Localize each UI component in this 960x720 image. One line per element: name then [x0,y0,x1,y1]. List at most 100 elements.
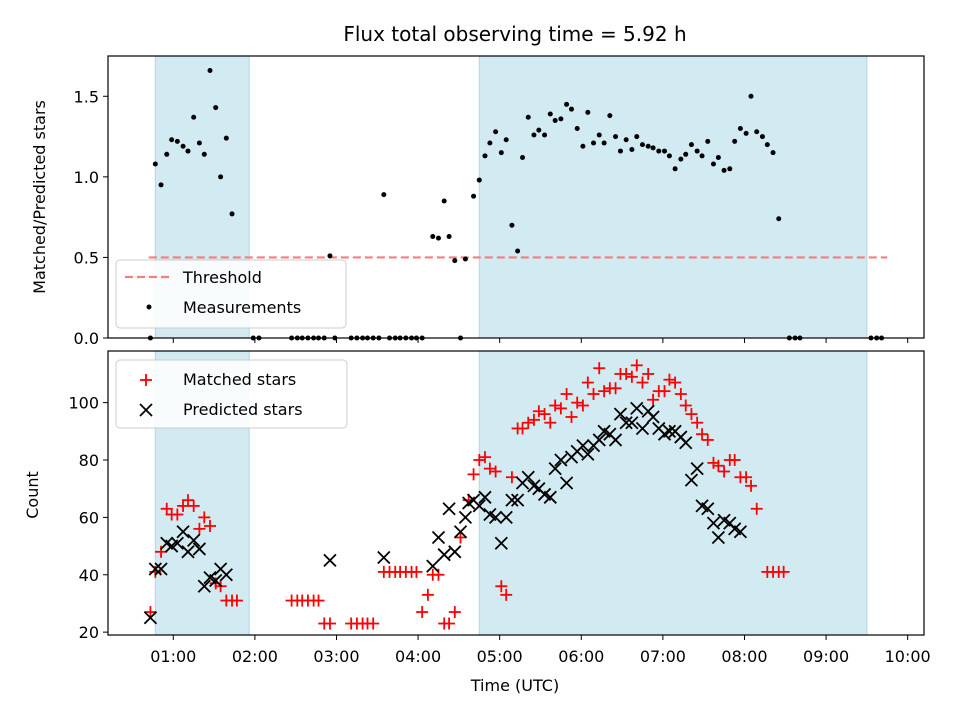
predicted-point-22 [453,525,468,539]
matched-point-64 [565,410,578,423]
measurement-point-68 [580,143,586,149]
predicted-point-35 [521,470,535,484]
measurement-point-79 [639,142,645,148]
predicted-point-18 [431,530,446,545]
predicted-point-52 [613,407,628,421]
measurement-point-93 [715,155,721,161]
measurement-point-59 [531,132,537,138]
measurement-point-69 [585,109,591,115]
matched-point-63 [560,388,573,401]
measurement-point-70 [591,140,597,146]
matched-point-7 [181,494,194,507]
matched-point-49 [483,462,496,475]
predicted-point-14 [219,568,233,582]
measurement-point-99 [748,93,754,99]
predicted-point-54 [625,416,639,430]
matched-point-98 [750,502,763,515]
predicted-point-19 [437,548,451,562]
measurement-point-96 [732,138,738,144]
measurement-point-57 [520,155,526,161]
measurement-point-49 [476,177,482,183]
predicted-point-0 [143,611,158,625]
count-panel: Count Time (UTC) 20 40 60 80 100 01:00 02:00 03… [23,350,931,695]
measurement-point-43 [441,198,447,204]
matched-point-78 [642,367,655,380]
matched-point-16 [230,594,243,607]
measurement-point-67 [574,126,580,132]
predicted-point-2 [154,562,168,576]
matched-point-77 [636,376,649,389]
matched-point-96 [740,471,753,484]
measurement-point-91 [705,138,711,144]
measurement-point-100 [754,129,760,135]
bottom-y-tick-label-1: 40 [79,566,99,585]
predicted-point-33 [510,493,525,507]
matched-point-29 [367,617,380,630]
predicted-point-7 [181,545,195,559]
measurement-point-45 [452,258,458,264]
measurement-point-97 [737,126,743,132]
predicted-point-46 [581,447,595,461]
measurement-point-5 [174,138,180,144]
measurement-point-66 [568,106,574,112]
measurement-point-81 [650,145,656,151]
measurement-point-88 [688,142,694,148]
predicted-point-16 [377,550,391,565]
predicted-point-41 [554,453,568,467]
measurement-point-61 [542,132,548,138]
matched-point-48 [478,451,491,464]
matched-point-89 [701,433,714,446]
matched-point-56 [522,416,535,429]
measurement-point-85 [672,166,678,172]
top-y-tick-label-2: 1.0 [74,168,99,187]
measurement-point-11 [207,68,213,74]
predicted-point-6 [176,525,190,539]
measurement-point-12 [213,105,219,111]
top-axes: 0.0 0.5 1.0 1.5 [74,87,909,348]
matched-point-11 [204,519,216,532]
x-tick-label-5: 06:00 [558,647,604,666]
matched-point-68 [587,388,600,401]
top-axes-frame [107,55,925,339]
measurement-point-10 [201,151,207,157]
matched-point-24 [323,617,336,630]
x-tick-label-6: 07:00 [640,647,686,666]
predicted-point-61 [662,424,677,438]
predicted-point-1 [148,562,162,576]
matched-point-42 [443,617,456,630]
bottom-y-tick-label-0: 20 [79,623,99,642]
matched-point-60 [544,416,557,429]
predicted-point-55 [630,401,644,416]
predicted-point-30 [494,536,508,550]
measurement-point-3 [164,151,170,157]
x-tick-label-7: 08:00 [721,647,767,666]
predicted-point-8 [187,533,201,547]
predicted-point-21 [448,545,462,559]
measurement-point-50 [482,153,488,159]
measurement-point-51 [487,140,493,146]
matched-point-53 [505,471,518,484]
predicted-point-45 [576,439,590,453]
matched-point-97 [745,479,758,492]
matched-point-44 [454,531,467,544]
matched-point-69 [593,362,606,375]
measurement-point-102 [764,142,770,148]
measurement-point-64 [558,116,564,122]
matched-point-0 [144,606,157,619]
measurement-point-83 [662,148,668,154]
matched-point-46 [467,468,480,481]
predicted-point-64 [679,436,693,450]
predicted-point-56 [635,421,650,436]
predicted-point-74 [733,525,748,539]
predicted-point-58 [646,410,660,424]
matched-point-91 [712,459,725,472]
matched-point-85 [679,399,692,412]
bottom-legend: Matched stars Predicted stars [115,359,348,429]
legend-predicted-label: Predicted stars [183,400,303,419]
matched-point-9 [193,522,206,535]
matched-point-87 [691,416,704,429]
measurement-point-1 [152,161,158,167]
bottom-y-tick-label-4: 100 [68,394,99,413]
predicted-point-26 [472,499,486,513]
matched-point-81 [658,385,671,398]
